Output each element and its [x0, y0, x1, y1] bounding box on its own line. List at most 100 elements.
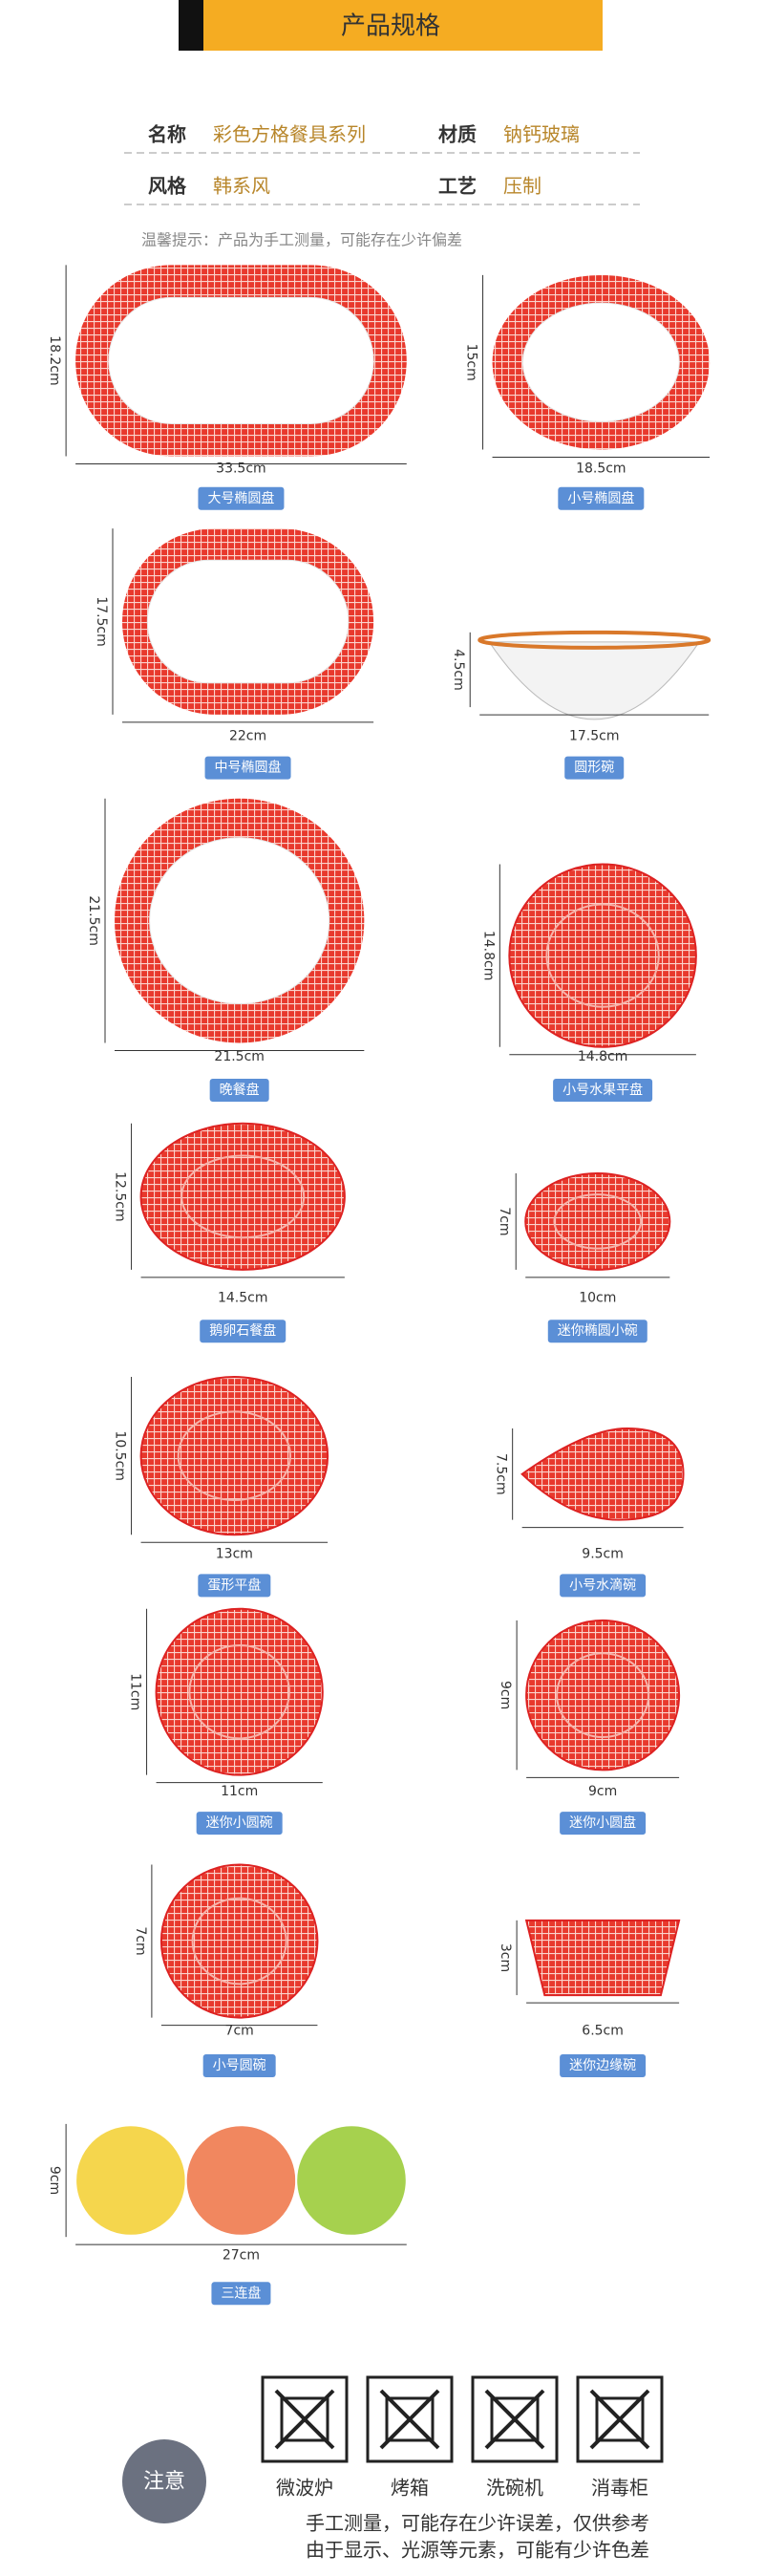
icon-cross: [484, 2389, 545, 2450]
product: 9cm 9cm 迷你小圆盘: [498, 1619, 681, 1835]
dim-height: 9cm: [47, 2166, 62, 2195]
spec-label: 风格: [148, 175, 187, 198]
badge-text: 注意: [143, 2470, 185, 2494]
name-badge: [560, 2054, 647, 2078]
plate-center: [521, 302, 680, 422]
dim-width: 9cm: [588, 1784, 617, 1799]
header-bar: [179, 0, 603, 51]
dim-height: 7.5cm: [494, 1453, 509, 1495]
dim-width: 17.5cm: [569, 729, 620, 744]
note: 温馨提示：产品为手工测量，可能存在少许偏差: [141, 231, 462, 249]
dim-height: 10.5cm: [113, 1430, 128, 1481]
plate: [139, 1376, 329, 1536]
icon-box: [261, 2375, 349, 2463]
spec-value: 韩系风: [213, 175, 270, 198]
plate-inner: [180, 1154, 306, 1239]
bowl-rim: [478, 630, 711, 650]
product: 4.5cm 17.5cm 圆形碗: [451, 630, 711, 780]
product-name: 迷你边缘碗: [569, 2058, 636, 2073]
dim-height: 18.2cm: [47, 335, 62, 386]
plate: [508, 863, 697, 1048]
dim-width: 22cm: [229, 729, 266, 744]
name-badge: [198, 486, 285, 510]
name-badge: [560, 1812, 647, 1835]
icon-cross: [274, 2389, 335, 2450]
dim-height: 9cm: [498, 1681, 513, 1709]
name-badge: [558, 486, 645, 510]
product: 7cm 7cm 小号圆碗: [133, 1863, 319, 2078]
product: 3cm 6.5cm 迷你边缘碗: [498, 1919, 681, 2078]
name-badge: [564, 756, 625, 780]
name-badge: [547, 1320, 647, 1343]
dim-height: 7cm: [497, 1207, 512, 1235]
name-badge: [200, 1320, 286, 1343]
dim-height: 21.5cm: [86, 895, 101, 946]
dim-width: 7cm: [225, 2023, 254, 2038]
spec-value: 压制: [503, 175, 541, 198]
product: 18.2cm 33.5cm 大号椭圆盘: [47, 265, 407, 510]
plate-inner: [188, 1643, 290, 1740]
dim-width: 9.5cm: [582, 1546, 624, 1561]
product-name: 迷你小圆盘: [569, 1814, 636, 1831]
icon-cross: [379, 2389, 440, 2450]
name-badge: [198, 1574, 271, 1598]
dim-height: 12.5cm: [113, 1171, 128, 1222]
product: 7.5cm 9.5cm 小号水滴碗: [494, 1427, 685, 1598]
dim-height: 7cm: [133, 1926, 148, 1955]
name-badge: [560, 1574, 647, 1598]
icon-box: [471, 2375, 559, 2463]
product-name: 小号水果平盘: [562, 1082, 643, 1098]
badge: [122, 2439, 206, 2523]
product-name: 大号椭圆盘: [207, 490, 274, 506]
care: 注意 微波炉 烤箱 洗碗机 消毒柜手工测量，可能存在少许误差，仅供参考由于显示、光源等元…: [122, 2375, 664, 2562]
plate: [525, 1619, 681, 1771]
dim-width: 18.5cm: [576, 461, 626, 476]
care-line: 由于显示、光源等元素，可能有少许色差: [306, 2539, 649, 2562]
icon-cross: [589, 2389, 650, 2450]
name-badge: [202, 2054, 276, 2078]
spec-label: 材质: [438, 123, 477, 146]
dim-height: 15cm: [464, 344, 479, 381]
icon-appliance: [490, 2396, 540, 2442]
dim-width: 21.5cm: [214, 1049, 265, 1064]
product: 15cm 18.5cm 小号椭圆盘: [464, 274, 711, 510]
plate-inner: [545, 903, 660, 1008]
dim-height: 11cm: [128, 1673, 143, 1710]
product-name: 三连盘: [221, 2285, 261, 2301]
product: 9cm 27cm 三连盘: [47, 2123, 408, 2306]
dim-width: 14.5cm: [218, 1290, 268, 1305]
dim-width: 27cm: [223, 2247, 260, 2263]
plate-center: [146, 559, 350, 684]
icon-label: 微波炉: [276, 2477, 333, 2500]
dim-width: 10cm: [579, 1290, 616, 1305]
spec-value: 钠钙玻璃: [503, 123, 580, 146]
product: 11cm 11cm 迷你小圆碗: [128, 1607, 324, 1835]
dim-width: 13cm: [216, 1546, 253, 1561]
product: 12.5cm 14.5cm 鹅卵石餐盘: [113, 1122, 346, 1343]
spec-label: 工艺: [438, 175, 477, 198]
plate: [184, 2124, 298, 2237]
plate: [295, 2124, 408, 2237]
product: 7cm 10cm 迷你椭圆小碗: [497, 1171, 671, 1343]
icon-label: 消毒柜: [591, 2477, 648, 2500]
icon-box: [366, 2375, 454, 2463]
plate: [139, 1122, 346, 1271]
products: 18.2cm 33.5cm 大号椭圆盘 15cm 18.5cm 小号椭圆盘 17.5cm 22…: [47, 265, 711, 2306]
dim-height: 3cm: [498, 1943, 513, 1972]
bowl-body: [488, 641, 701, 720]
header-title: 产品规格: [341, 12, 440, 41]
product-name: 圆形碗: [574, 761, 614, 776]
plate-inner: [553, 1193, 643, 1250]
plate: [74, 2124, 187, 2237]
icon-label: 烤箱: [391, 2477, 429, 2500]
dim-width: 33.5cm: [216, 461, 266, 476]
dim-width: 11cm: [221, 1784, 258, 1799]
product: 14.8cm 14.8cm 小号水果平盘: [480, 863, 697, 1103]
name-badge: [204, 756, 291, 780]
product-name: 晚餐盘: [220, 1082, 260, 1098]
bowl: [524, 1919, 681, 1997]
icon-appliance: [385, 2396, 435, 2442]
